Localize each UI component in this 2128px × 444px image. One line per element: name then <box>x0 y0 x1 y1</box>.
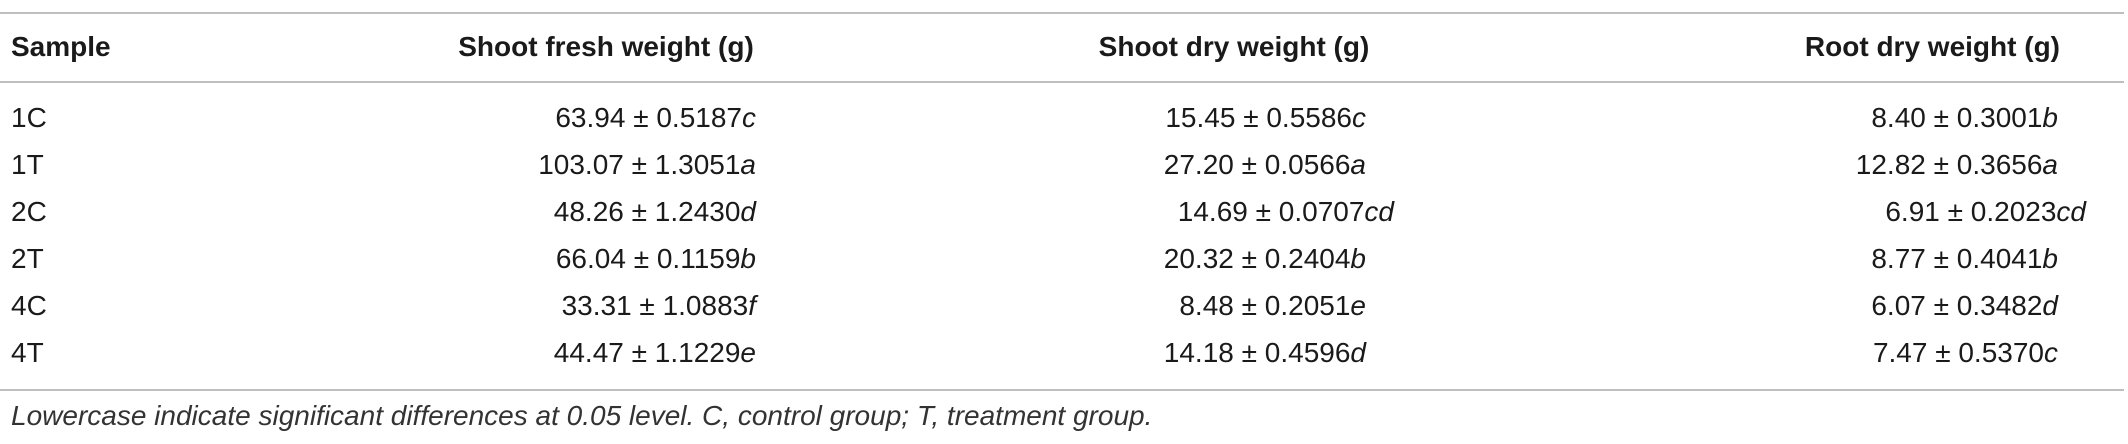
shoot-dry-weight-cell: 14.69 ± 0.0707cd <box>1040 195 1394 229</box>
significance-letter: b <box>2042 243 2058 274</box>
root-dry-weight-cell: 8.77 ± 0.4041b <box>1740 242 2058 276</box>
root-dry-weight-cell: 6.07 ± 0.3482d <box>1740 289 2058 323</box>
significance-letter: a <box>1350 149 1366 180</box>
cell-value: 63.94 ± 0.5187 <box>555 102 742 133</box>
significance-letter: a <box>2042 149 2058 180</box>
significance-letter: c <box>2044 337 2058 368</box>
significance-letter: e <box>740 337 756 368</box>
cell-value: 15.45 ± 0.5586 <box>1165 102 1352 133</box>
table-row-sample: 4C <box>11 290 47 321</box>
header-shoot-fresh-weight: Shoot fresh weight (g) <box>458 31 754 62</box>
cell-value: 27.20 ± 0.0566 <box>1163 149 1351 180</box>
significance-letter: d <box>2042 290 2058 321</box>
shoot-dry-weight-cell: 20.32 ± 0.2404b <box>1040 242 1366 276</box>
shoot-fresh-weight-cell: 33.31 ± 1.0883f <box>420 289 756 323</box>
table-top-rule <box>0 12 2124 14</box>
shoot-fresh-weight-cell: 66.04 ± 0.1159b <box>420 242 756 276</box>
significance-letter: b <box>1350 243 1366 274</box>
significance-letter: cd <box>2056 196 2086 227</box>
significance-letter: e <box>1350 290 1366 321</box>
significance-letter: cd <box>1364 196 1394 227</box>
table-bottom-rule <box>0 389 2124 391</box>
root-dry-weight-cell: 7.47 ± 0.5370c <box>1740 336 2058 370</box>
cell-value: 20.32 ± 0.2404 <box>1163 243 1351 274</box>
root-dry-weight-cell: 8.40 ± 0.3001b <box>1740 101 2058 135</box>
significance-letter: b <box>2042 102 2058 133</box>
root-dry-weight-cell: 6.91 ± 0.2023cd <box>1740 195 2086 229</box>
table-footnote: Lowercase indicate significant differenc… <box>11 400 1153 431</box>
cell-value: 7.47 ± 0.5370 <box>1872 337 2044 368</box>
significance-letter: c <box>742 102 756 133</box>
significance-letter: d <box>1350 337 1366 368</box>
table-row-sample: 1C <box>11 102 47 133</box>
table-row-sample: 4T <box>11 337 44 368</box>
header-rule <box>0 81 2124 83</box>
significance-letter: b <box>740 243 756 274</box>
header-root-dry-weight: Root dry weight (g) <box>1804 31 2060 62</box>
shoot-dry-weight-cell: 8.48 ± 0.2051e <box>1040 289 1366 323</box>
root-dry-weight-cell: 12.82 ± 0.3656a <box>1740 148 2058 182</box>
table-row-sample: 2C <box>11 196 47 227</box>
cell-value: 6.07 ± 0.3482 <box>1871 290 2043 321</box>
shoot-fresh-weight-cell: 44.47 ± 1.1229e <box>420 336 756 370</box>
shoot-dry-weight-cell: 27.20 ± 0.0566a <box>1040 148 1366 182</box>
cell-value: 8.40 ± 0.3001 <box>1871 102 2043 133</box>
header-shoot-dry-weight: Shoot dry weight (g) <box>1098 31 1370 62</box>
cell-value: 8.48 ± 0.2051 <box>1179 290 1351 321</box>
table-row-sample: 1T <box>11 149 44 180</box>
cell-value: 103.07 ± 1.3051 <box>538 149 741 180</box>
cell-value: 14.69 ± 0.0707 <box>1177 196 1365 227</box>
cell-value: 14.18 ± 0.4596 <box>1163 337 1351 368</box>
cell-value: 12.82 ± 0.3656 <box>1855 149 2043 180</box>
significance-letter: d <box>740 196 756 227</box>
shoot-fresh-weight-cell: 63.94 ± 0.5187c <box>420 101 756 135</box>
cell-value: 33.31 ± 1.0883 <box>561 290 749 321</box>
cell-value: 44.47 ± 1.1229 <box>553 337 741 368</box>
significance-letter: a <box>740 149 756 180</box>
shoot-fresh-weight-cell: 48.26 ± 1.2430d <box>420 195 756 229</box>
table-row-sample: 2T <box>11 243 44 274</box>
significance-letter: f <box>748 290 756 321</box>
shoot-fresh-weight-cell: 103.07 ± 1.3051a <box>420 148 756 182</box>
header-sample: Sample <box>11 31 111 62</box>
shoot-dry-weight-cell: 14.18 ± 0.4596d <box>1040 336 1366 370</box>
cell-value: 8.77 ± 0.4041 <box>1871 243 2043 274</box>
cell-value: 48.26 ± 1.2430 <box>553 196 741 227</box>
cell-value: 66.04 ± 0.1159 <box>555 243 741 274</box>
significance-letter: c <box>1352 102 1366 133</box>
cell-value: 6.91 ± 0.2023 <box>1885 196 2057 227</box>
shoot-dry-weight-cell: 15.45 ± 0.5586c <box>1040 101 1366 135</box>
